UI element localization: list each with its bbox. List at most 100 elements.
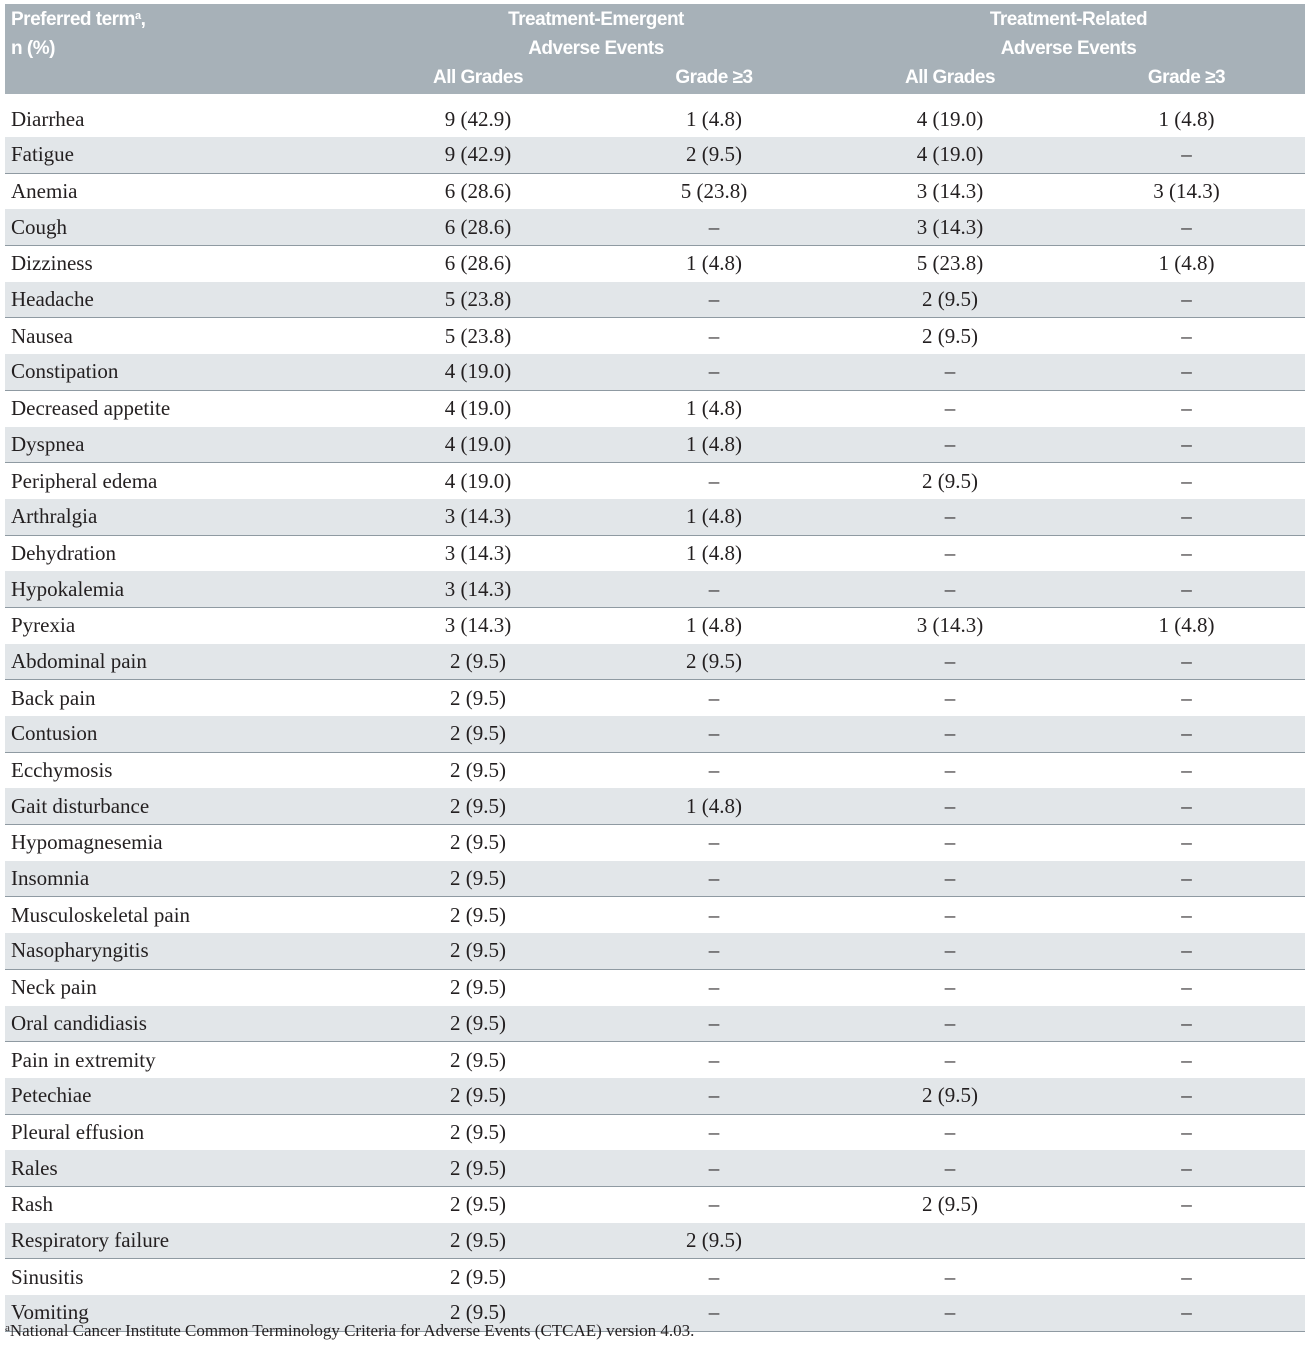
teae-grade3-cell: 1 (4.8) — [596, 498, 832, 536]
footnote-marker-a: a — [5, 1322, 10, 1334]
trae-grade3-cell: – — [1068, 1185, 1305, 1223]
preferred-term-cell: Insomnia — [5, 860, 360, 897]
trae-grade3-cell: 1 (4.8) — [1158, 107, 1215, 131]
preferred-term-cell: Neck pain — [5, 968, 360, 1006]
teae-all-grades-cell: 2 (9.5) — [360, 1005, 596, 1042]
teae-all-grades-cell: 6 (28.6) — [360, 172, 596, 210]
teae-grade3-cell: 1 (4.8) — [596, 534, 832, 572]
preferred-term-cell: Dehydration — [5, 534, 360, 572]
trae-all-grades-cell: – — [832, 751, 1068, 789]
teae-grade3-header: Grade ≥3 — [596, 63, 832, 94]
teae-all-grades-cell: 2 (9.5) — [360, 824, 596, 861]
trae-grade3-cell: 3 (14.3) — [1068, 172, 1305, 210]
trae-grade3-cell: – — [1068, 389, 1305, 427]
table-row: Dehydration 3 (14.3) 1 (4.8) – – — [5, 534, 1305, 572]
trae-grade3-cell: – — [1068, 788, 1305, 825]
trae-all-grades-cell: – — [832, 643, 1068, 680]
trae-grade3-cell: 1 (4.8) — [1068, 606, 1305, 644]
preferred-term-cell: Cough — [5, 209, 360, 246]
preferred-term-cell: Oral candidiasis — [5, 1005, 360, 1042]
table-row: Contusion 2 (9.5) – – – — [5, 716, 1305, 753]
table-row: Headache 5 (23.8) –2 (9.5) – — [5, 281, 1305, 318]
table-row: Arthralgia 3 (14.3) 1 (4.8) – – — [5, 498, 1305, 536]
table-row: Pain in extremity 2 (9.5) – – – — [5, 1041, 1305, 1078]
teae-all-grades-cell: 2 (9.5) — [360, 1150, 596, 1187]
trae-grade3-cell: – — [1068, 571, 1305, 608]
teae-grade3-cell: – — [596, 716, 832, 753]
trae-grade3-cell: – — [1068, 643, 1305, 680]
trae-all-grades-cell: – — [832, 933, 1068, 970]
teae-all-grades-cell: 5 (23.8) — [360, 281, 596, 318]
teae-all-grades-cell: 2 (9.5) — [360, 716, 596, 753]
table-row: Rash 2 (9.5) –2 (9.5) – — [5, 1185, 1305, 1223]
table-row: Ecchymosis 2 (9.5) – – – — [5, 751, 1305, 789]
teae-grade3-cell: – — [596, 1077, 832, 1115]
table-row: Insomnia 2 (9.5) – – – — [5, 860, 1305, 897]
trae-grade3-cell: – — [1068, 1005, 1305, 1042]
preferred-term-cell: Gait disturbance — [5, 788, 360, 825]
trae-header-line1: Treatment-Related — [989, 9, 1148, 30]
table-row: Decreased appetite 4 (19.0) 1 (4.8) – – — [5, 389, 1305, 427]
teae-all-grades-cell: 2 (9.5) — [360, 1258, 596, 1295]
term-header-comma: , — [140, 9, 146, 30]
trae-all-grades-cell: – — [832, 389, 1068, 427]
table-row: Diarrhea 9 (42.9) 1 (4.8) 4 (19.0) 1 (4.8) — [5, 94, 1305, 137]
teae-grade3-cell: – — [596, 824, 832, 861]
trae-all-grades-cell: – — [832, 824, 1068, 861]
teae-all-grades-cell: 2 (9.5) — [360, 933, 596, 970]
teae-all-grades-cell: 3 (14.3) — [360, 606, 596, 644]
table-row: Nasopharyngitis 2 (9.5) – – – — [5, 933, 1305, 970]
teae-all-grades-cell: 3 (14.3) — [360, 571, 596, 608]
preferred-term-cell: Dizziness — [5, 245, 360, 282]
teae-grade3-cell: – — [596, 1113, 832, 1151]
preferred-term-cell: Vomiting — [5, 1295, 360, 1332]
table-row: Hypokalemia 3 (14.3) – – – — [5, 571, 1305, 608]
trae-all-grades-cell: – — [832, 1295, 1068, 1332]
trae-all-grades-cell: – — [832, 1258, 1068, 1295]
preferred-term-cell: Pleural effusion — [5, 1113, 360, 1151]
teae-all-grades-header: All Grades — [360, 63, 596, 94]
trae-all-grades-cell: – — [832, 1005, 1068, 1042]
trae-grade3-cell: – — [1068, 679, 1305, 716]
preferred-term-cell: Dyspnea — [5, 426, 360, 463]
table-header: Preferred terma, n (%) Treatment-Emergen… — [5, 4, 1305, 94]
teae-grade3-cell: – — [596, 1041, 832, 1078]
trae-grade3-cell: 1 (4.8) — [1068, 245, 1305, 282]
trae-all-grades-cell: 2 (9.5) — [832, 1185, 1068, 1223]
table-row: Fatigue 9 (42.9) 2 (9.5) 4 (19.0) – — [5, 137, 1305, 174]
teae-all-grades-cell: 4 (19.0) — [360, 462, 596, 499]
preferred-term-cell: Ecchymosis — [5, 751, 360, 789]
teae-all-grades-cell: 2 (9.5) — [360, 860, 596, 897]
table-row: Constipation 4 (19.0) – – – — [5, 354, 1305, 391]
preferred-term-cell: Petechiae — [5, 1077, 360, 1115]
trae-all-grades-cell — [832, 1222, 1068, 1259]
teae-all-grades-cell: 2 (9.5) — [360, 1113, 596, 1151]
trae-all-grades-cell: 2 (9.5) — [832, 1077, 1068, 1115]
teae-all-grades-cell: 2 (9.5) — [360, 1041, 596, 1078]
teae-all-grades-cell: 2 (9.5) — [360, 1222, 596, 1259]
teae-all-grades-cell: 2 (9.5) — [360, 1077, 596, 1115]
table-row: Hypomagnesemia 2 (9.5) – – – — [5, 824, 1305, 861]
preferred-term-cell: Musculoskeletal pain — [5, 896, 360, 934]
preferred-term-cell: Pyrexia — [5, 606, 360, 644]
trae-grade3-cell: – — [1068, 751, 1305, 789]
teae-all-grades-cell: 2 (9.5) — [360, 643, 596, 680]
trae-grade3-cell: – — [1068, 462, 1305, 499]
preferred-term-cell: Sinusitis — [5, 1258, 360, 1295]
footnote-text: National Cancer Institute Common Termino… — [9, 1321, 695, 1340]
trae-all-grades-header: All Grades — [832, 63, 1068, 94]
table-row: Rales 2 (9.5) – – – — [5, 1150, 1305, 1187]
footnote-marker: a — [134, 10, 141, 22]
adverse-events-table: Preferred terma, n (%) Treatment-Emergen… — [5, 4, 1305, 1332]
trae-all-grades-cell: – — [832, 896, 1068, 934]
teae-all-grades-cell: 2 (9.5) — [360, 751, 596, 789]
teae-all-grades-cell: 2 (9.5) — [360, 788, 596, 825]
teae-grade3-cell: – — [596, 1185, 832, 1223]
trae-all-grades-cell: – — [832, 498, 1068, 536]
teae-grade3-cell: – — [596, 281, 832, 318]
teae-grade3-cell: – — [596, 1150, 832, 1187]
teae-group-header: Treatment-Emergent Adverse Events — [360, 4, 832, 63]
table-row: Nausea 5 (23.8) –2 (9.5) – — [5, 317, 1305, 355]
trae-all-grades-cell: 3 (14.3) — [832, 209, 1068, 246]
preferred-term-cell: Contusion — [5, 716, 360, 753]
